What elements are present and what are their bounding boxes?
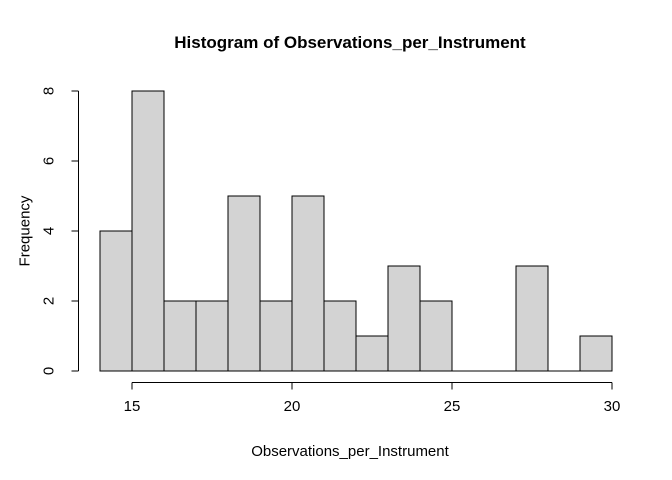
histogram-bar-29-30 (579, 335, 613, 372)
histogram-bar-23-24 (387, 265, 421, 372)
histogram-bar-19-20 (259, 300, 293, 372)
y-tick-label: 6 (41, 157, 58, 165)
histogram-bar-16-17 (163, 300, 197, 372)
histogram-bar-27-28 (515, 265, 549, 372)
x-axis-label: Observations_per_Instrument (251, 443, 449, 460)
histogram-bar-17-18 (195, 300, 229, 372)
x-tick-label: 25 (444, 398, 461, 415)
y-tick-label: 2 (41, 297, 58, 305)
x-tick-label: 15 (124, 398, 141, 415)
histogram-bar-18-19 (227, 195, 261, 372)
chart-title: Histogram of Observations_per_Instrument (174, 33, 526, 52)
y-tick-label: 0 (41, 367, 58, 375)
histogram-bar-21-22 (323, 300, 357, 372)
histogram-bar-14-15 (99, 230, 133, 372)
histogram-bar-22-23 (355, 335, 389, 372)
x-tick-label: 20 (284, 398, 301, 415)
y-tick-label: 4 (41, 227, 58, 235)
histogram-bar-15-16 (131, 90, 165, 372)
histogram-bar-20-21 (291, 195, 325, 372)
y-tick-label: 8 (41, 87, 58, 95)
histogram-bar-24-25 (419, 300, 453, 372)
x-tick-label: 30 (604, 398, 621, 415)
